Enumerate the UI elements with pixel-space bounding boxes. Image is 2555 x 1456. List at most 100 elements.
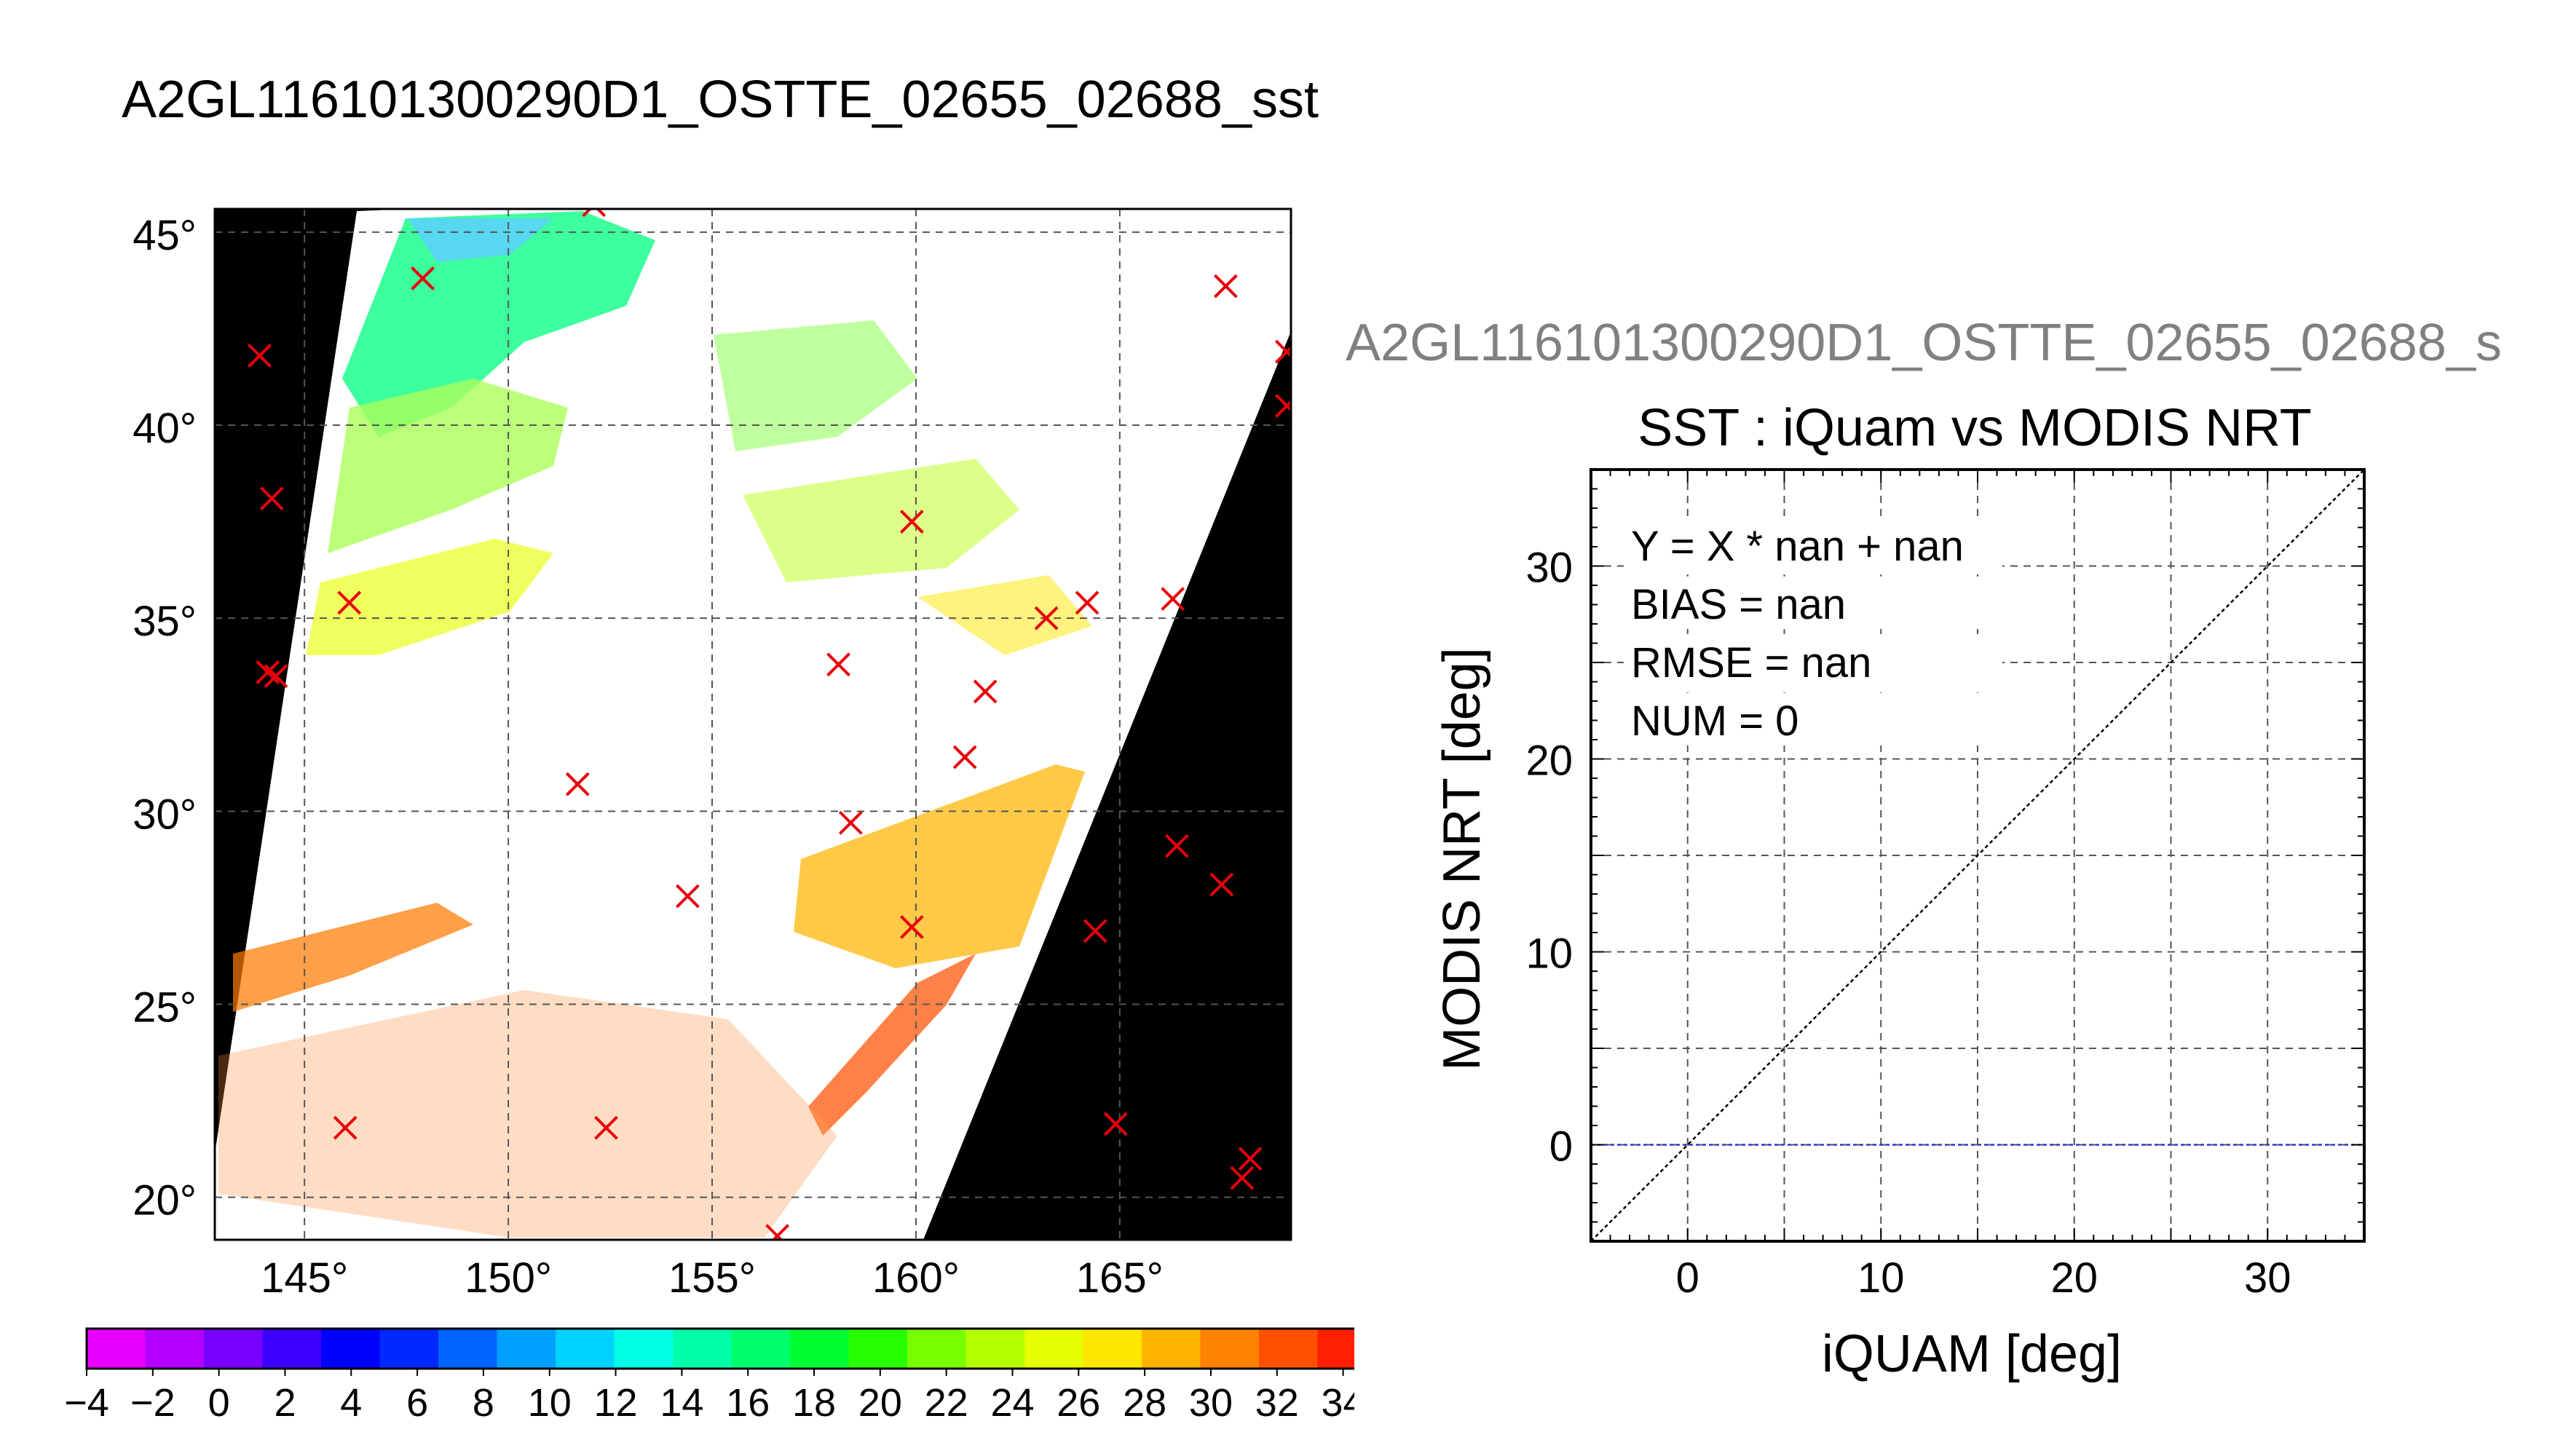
drifter-markers	[248, 209, 1291, 1240]
colorbar-segment	[673, 1329, 732, 1369]
drifter-marker	[1209, 872, 1234, 897]
drifter-marker	[582, 209, 607, 218]
colorbar-label: 24	[990, 1381, 1034, 1425]
scatter-y-tick-labels: 0 10 20 30	[1525, 545, 1573, 1171]
colorbar-tick-labels: −4 −2 0 2 4 6 8 10 12 14 16 18 20 22 24 26 28 30 32 34	[64, 1369, 1354, 1425]
colorbar-segment	[145, 1329, 205, 1369]
scatter-x-label: iQUAM [deg]	[1822, 1325, 2122, 1383]
drifter-marker	[248, 344, 272, 368]
colorbar-segment	[1317, 1329, 1354, 1369]
colorbar-segment	[438, 1329, 497, 1369]
colorbar-segment	[731, 1329, 791, 1369]
map-lon-label: 160°	[872, 1254, 960, 1302]
colorbar-segment	[379, 1329, 439, 1369]
scatter-y-tick-label: 0	[1549, 1123, 1573, 1171]
scatter-y-tick-label: 20	[1525, 737, 1573, 785]
colorbar-label: 18	[792, 1381, 836, 1425]
map-lat-label: 20°	[133, 1177, 197, 1224]
colorbar-label: 20	[858, 1381, 902, 1425]
colorbar-segment	[1024, 1329, 1083, 1369]
colorbar-segment	[87, 1329, 146, 1369]
drifter-marker	[256, 660, 280, 684]
map-frame	[213, 207, 1292, 1241]
map-lon-label: 155°	[668, 1254, 756, 1302]
drifter-marker	[973, 679, 998, 704]
scatter-reference-lines	[1590, 469, 2365, 1242]
drifter-marker	[1161, 587, 1185, 612]
drifter-marker	[1164, 834, 1189, 858]
colorbar-label: 6	[406, 1381, 428, 1425]
drifter-marker	[1083, 919, 1107, 943]
colorbar-label: 28	[1123, 1381, 1166, 1425]
drifter-marker	[594, 1115, 618, 1140]
stats-bg	[1624, 518, 2002, 571]
sst-colorbar	[85, 1327, 1354, 1370]
map-lat-label: 25°	[133, 984, 197, 1031]
drifter-marker	[1230, 1166, 1255, 1190]
drifter-marker	[1075, 590, 1099, 615]
map-latitude-labels: 45° 40° 35° 30° 25° 20°	[133, 212, 197, 1224]
colorbar-label: −2	[130, 1381, 175, 1425]
stats-bg	[1624, 693, 2002, 745]
colorbar-segment	[1142, 1329, 1201, 1369]
drifter-marker	[826, 652, 850, 677]
colorbar-segment	[262, 1329, 322, 1369]
colorbar-segment	[1200, 1329, 1260, 1369]
colorbar-label: 0	[208, 1381, 230, 1425]
colorbar-segment	[497, 1329, 556, 1369]
main-title: A2GL116101300290D1_OSTTE_02655_02688_sst	[122, 71, 1319, 129]
scatter-ticks	[1590, 469, 2365, 1242]
map-gridlines	[215, 209, 1291, 1240]
sst-map-panel: 45°40°35°30°25°20° 145° 150° 155° 160° 165° …	[64, 207, 1354, 1425]
scatter-y-tick-label: 10	[1525, 930, 1573, 978]
drifter-marker	[1274, 339, 1291, 364]
drifter-marker	[899, 915, 924, 939]
colorbar-segment	[321, 1329, 380, 1369]
map-lat-label: 35°	[133, 598, 197, 645]
colorbar-segment	[204, 1329, 263, 1369]
drifter-marker	[899, 510, 924, 534]
drifter-marker	[1034, 606, 1059, 630]
map-lat-label: 30°	[133, 791, 197, 838]
map-lon-label: 145°	[261, 1254, 348, 1302]
drifter-marker	[333, 1115, 358, 1140]
scatter-x-tick-label: 20	[2050, 1254, 2098, 1302]
scatter-stats-block: Y = X * nan + nan BIAS = nan RMSE = nan NUM…	[1624, 518, 2002, 745]
colorbar-label: 16	[726, 1381, 770, 1425]
colorbar-label: 32	[1255, 1381, 1299, 1425]
drifter-marker	[565, 772, 590, 796]
stats-line: BIAS = nan	[1631, 581, 1846, 628]
stats-bg	[1624, 577, 2002, 629]
scatter-x-tick-label: 10	[1857, 1254, 1905, 1302]
drifter-marker	[1274, 394, 1291, 418]
colorbar-segment	[965, 1329, 1025, 1369]
drifter-marker	[952, 745, 977, 769]
scatter-x-tick-label: 30	[2244, 1254, 2291, 1302]
colorbar-segment	[614, 1329, 674, 1369]
sst-field	[218, 211, 1092, 1238]
stats-line: RMSE = nan	[1631, 639, 1871, 687]
colorbar-label: 30	[1189, 1381, 1233, 1425]
drifter-marker	[676, 884, 700, 909]
scatter-header-filename: A2GL116101300290D1_OSTTE_02655_02688_s	[1346, 314, 2502, 372]
scatter-x-tick-labels: 0 10 20 30	[1676, 1254, 2291, 1302]
drifter-marker	[1214, 274, 1238, 298]
stats-bg	[1624, 635, 2002, 687]
scatter-x-tick-label: 0	[1676, 1254, 1699, 1302]
stats-line: Y = X * nan + nan	[1631, 523, 1964, 570]
colorbar-segment	[556, 1329, 615, 1369]
colorbar-segment	[848, 1329, 908, 1369]
drifter-marker	[259, 486, 284, 511]
map-lon-label: 150°	[465, 1254, 552, 1302]
colorbar-label: 10	[528, 1381, 572, 1425]
colorbar-label: 22	[925, 1381, 968, 1425]
colorbar-frame	[85, 1327, 1354, 1370]
map-lat-label: 40°	[133, 405, 197, 452]
colorbar-segment	[1259, 1329, 1318, 1369]
drifter-marker	[337, 590, 362, 615]
drifter-marker	[411, 266, 435, 290]
colorbar-segment	[907, 1329, 966, 1369]
drifter-marker	[1103, 1112, 1128, 1136]
colorbar-label: −4	[64, 1381, 109, 1425]
colorbar-label: 4	[340, 1381, 362, 1425]
